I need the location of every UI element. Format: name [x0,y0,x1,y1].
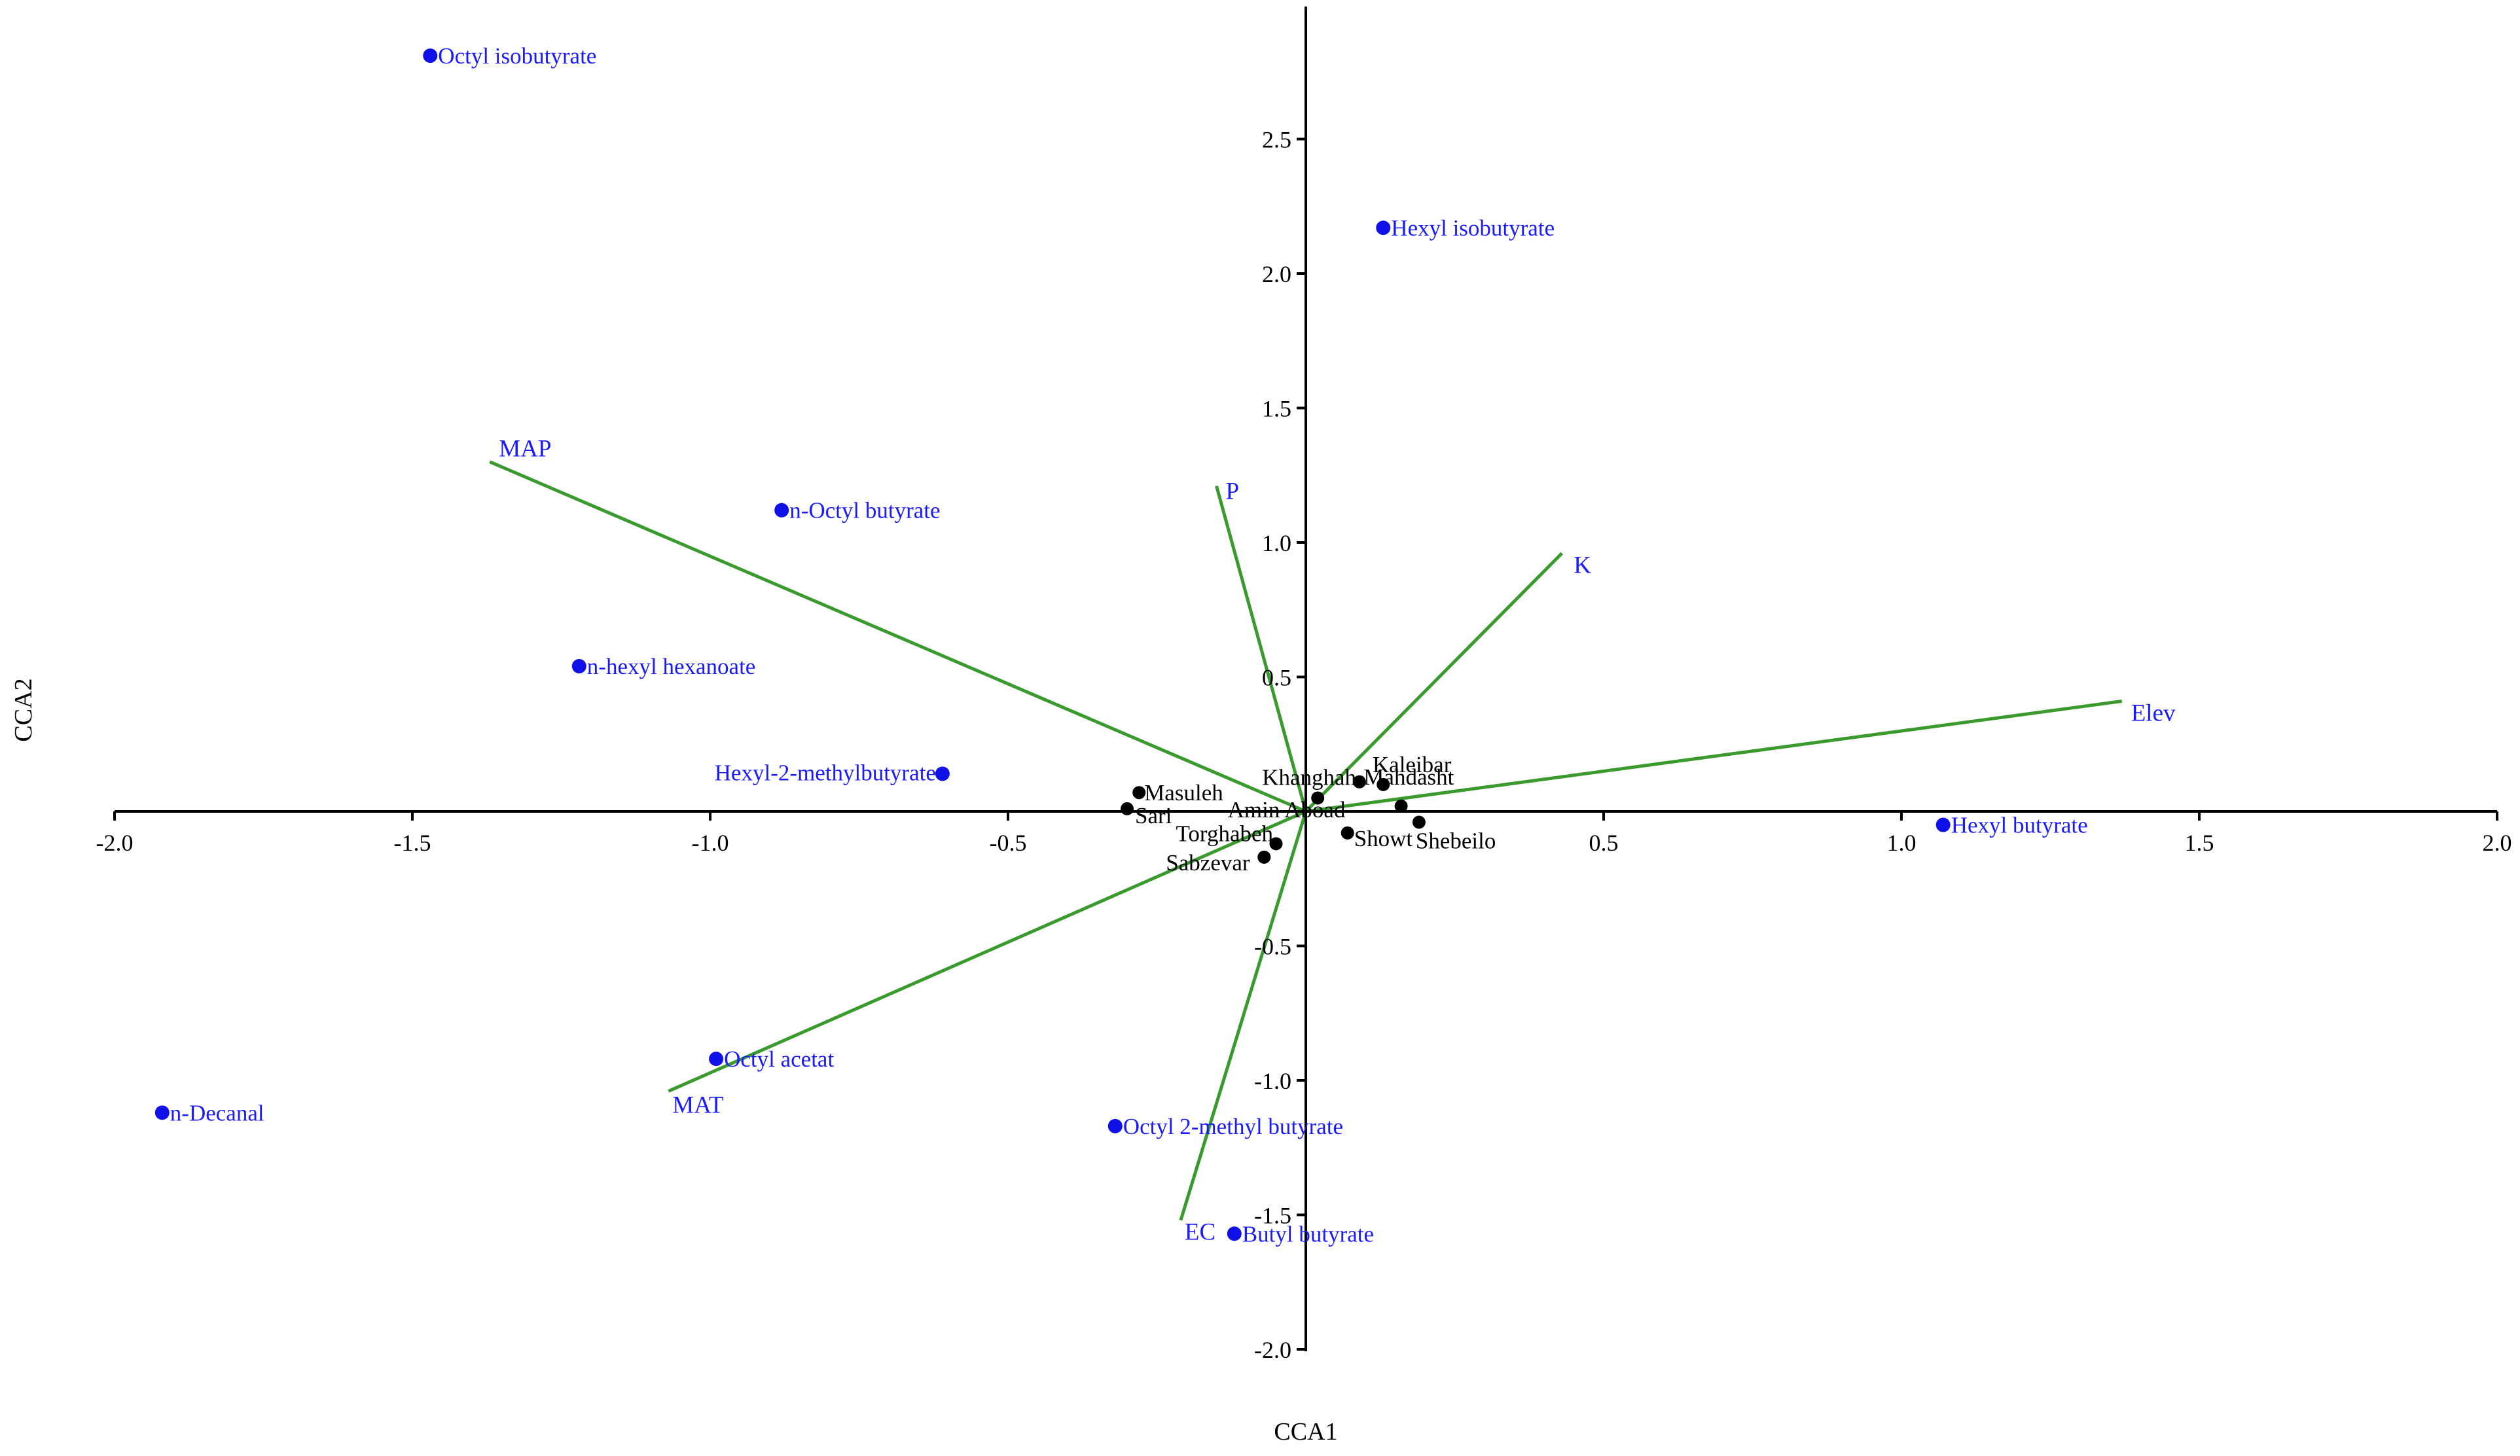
y-tick-label: 1.0 [1262,530,1291,556]
x-tick-label: -2.0 [96,830,134,856]
site-label-sari: Sari [1135,803,1172,828]
vector-map [489,460,1306,813]
vector-p [1215,486,1308,812]
x-tick-label: -0.5 [990,830,1027,856]
y-tick-label: 2.0 [1262,261,1291,287]
site-point-mahdasht [1377,777,1390,791]
species-point-n-decanal [154,1105,170,1120]
site-label-masuleh: Masuleh [1144,780,1223,806]
species-label-butyl-butyrate: Butyl butyrate [1242,1221,1374,1247]
x-axis-title: CCA1 [1274,1418,1337,1446]
site-point-shebeilo [1412,815,1426,829]
site-point-khanghah [1311,791,1325,805]
vector-k [1305,552,1564,813]
vector-label-ec: EC [1185,1219,1215,1246]
site-label-kaleibar: Kaleibar [1373,752,1452,777]
species-label-octyl-acetat: Octyl acetat [724,1046,834,1072]
species-label-hexyl-2-methylbutyrate: Hexyl-2-methylbutyrate [715,760,936,785]
site-point-kaleibar [1352,775,1366,789]
species-label-n-octyl-butyrate: n-Octyl butyrate [789,498,940,524]
species-label-octyl-2-methyl-butyrate: Octyl 2-methyl butyrate [1123,1114,1343,1139]
site-label-amin-aboad: Amin Aboad [1228,797,1346,823]
y-tick-label: -2.0 [1254,1337,1291,1363]
x-tick-label: 0.5 [1589,830,1619,856]
y-tick-label: 1.5 [1262,396,1291,422]
vector-label-map: MAP [499,436,551,463]
species-point-butyl-butyrate [1227,1226,1242,1241]
species-point-octyl-2-methyl-butyrate [1107,1118,1123,1133]
species-points [154,48,1951,1241]
y-tick-label: 0.5 [1262,665,1291,691]
site-point-sabzevar [1257,850,1271,864]
vector-label-mat: MAT [672,1092,723,1118]
species-label-n-decanal: n-Decanal [170,1100,264,1126]
species-label-octyl-isobutyrate: Octyl isobutyrate [438,43,596,69]
site-points [1121,775,1426,864]
site-label-sabzevar: Sabzevar [1166,850,1250,876]
site-label-mahdasht: Mahdasht [1363,764,1454,790]
species-point-octyl-acetat [709,1052,724,1067]
x-tick-label: 2.0 [2483,830,2512,856]
site-point-masuleh [1132,786,1146,800]
species-point-hexyl-2-methylbutyrate [935,766,950,781]
species-label-n-hexyl-hexanoate: n-hexyl hexanoate [587,654,756,679]
y-tick-label: -1.0 [1254,1068,1291,1094]
site-label-torghabeh: Torghabeh [1176,821,1274,846]
y-tick-label: 2.5 [1262,127,1291,153]
species-point-hexyl-butyrate [1935,817,1951,832]
species-point-octyl-isobutyrate [423,48,438,63]
species-label-hexyl-isobutyrate: Hexyl isobutyrate [1391,215,1555,241]
species-point-hexyl-isobutyrate [1376,221,1391,236]
y-tick-label: -1.5 [1254,1203,1291,1229]
vector-label-k: K [1574,552,1591,578]
site-label-shebeilo: Shebeilo [1416,828,1496,853]
x-tick-label: -1.0 [692,830,729,856]
species-label-hexyl-butyrate: Hexyl butyrate [1951,813,2088,838]
y-axis-title: CCA2 [10,678,37,741]
site-point-sari [1121,802,1134,815]
species-point-n-hexyl-hexanoate [571,659,586,674]
vector-label-p: P [1226,478,1240,505]
species-point-n-octyl-butyrate [774,503,789,518]
axes: -2.0 -1.5 -1.0 -0.5 0.5 1.0 1.5 2.0 -2.0 -1.5 -1.0… [96,7,2512,1363]
site-label-khanghah: Khanghah [1262,764,1356,790]
environmental-vectors [489,460,2123,1221]
vector-ec [1179,811,1308,1221]
x-tick-label: 1.5 [2185,830,2214,856]
y-tick-label: -0.5 [1254,934,1291,960]
site-point-amin-aboad [1394,799,1408,813]
site-point-showt [1341,826,1354,840]
vector-elev [1305,700,2123,813]
vector-mat [668,809,1307,1093]
site-label-showt: Showt [1354,826,1413,851]
site-point-torghabeh [1269,837,1283,851]
x-tick-label: 1.0 [1887,830,1917,856]
vector-label-elev: Elev [2131,700,2176,726]
x-tick-label: -1.5 [394,830,431,856]
